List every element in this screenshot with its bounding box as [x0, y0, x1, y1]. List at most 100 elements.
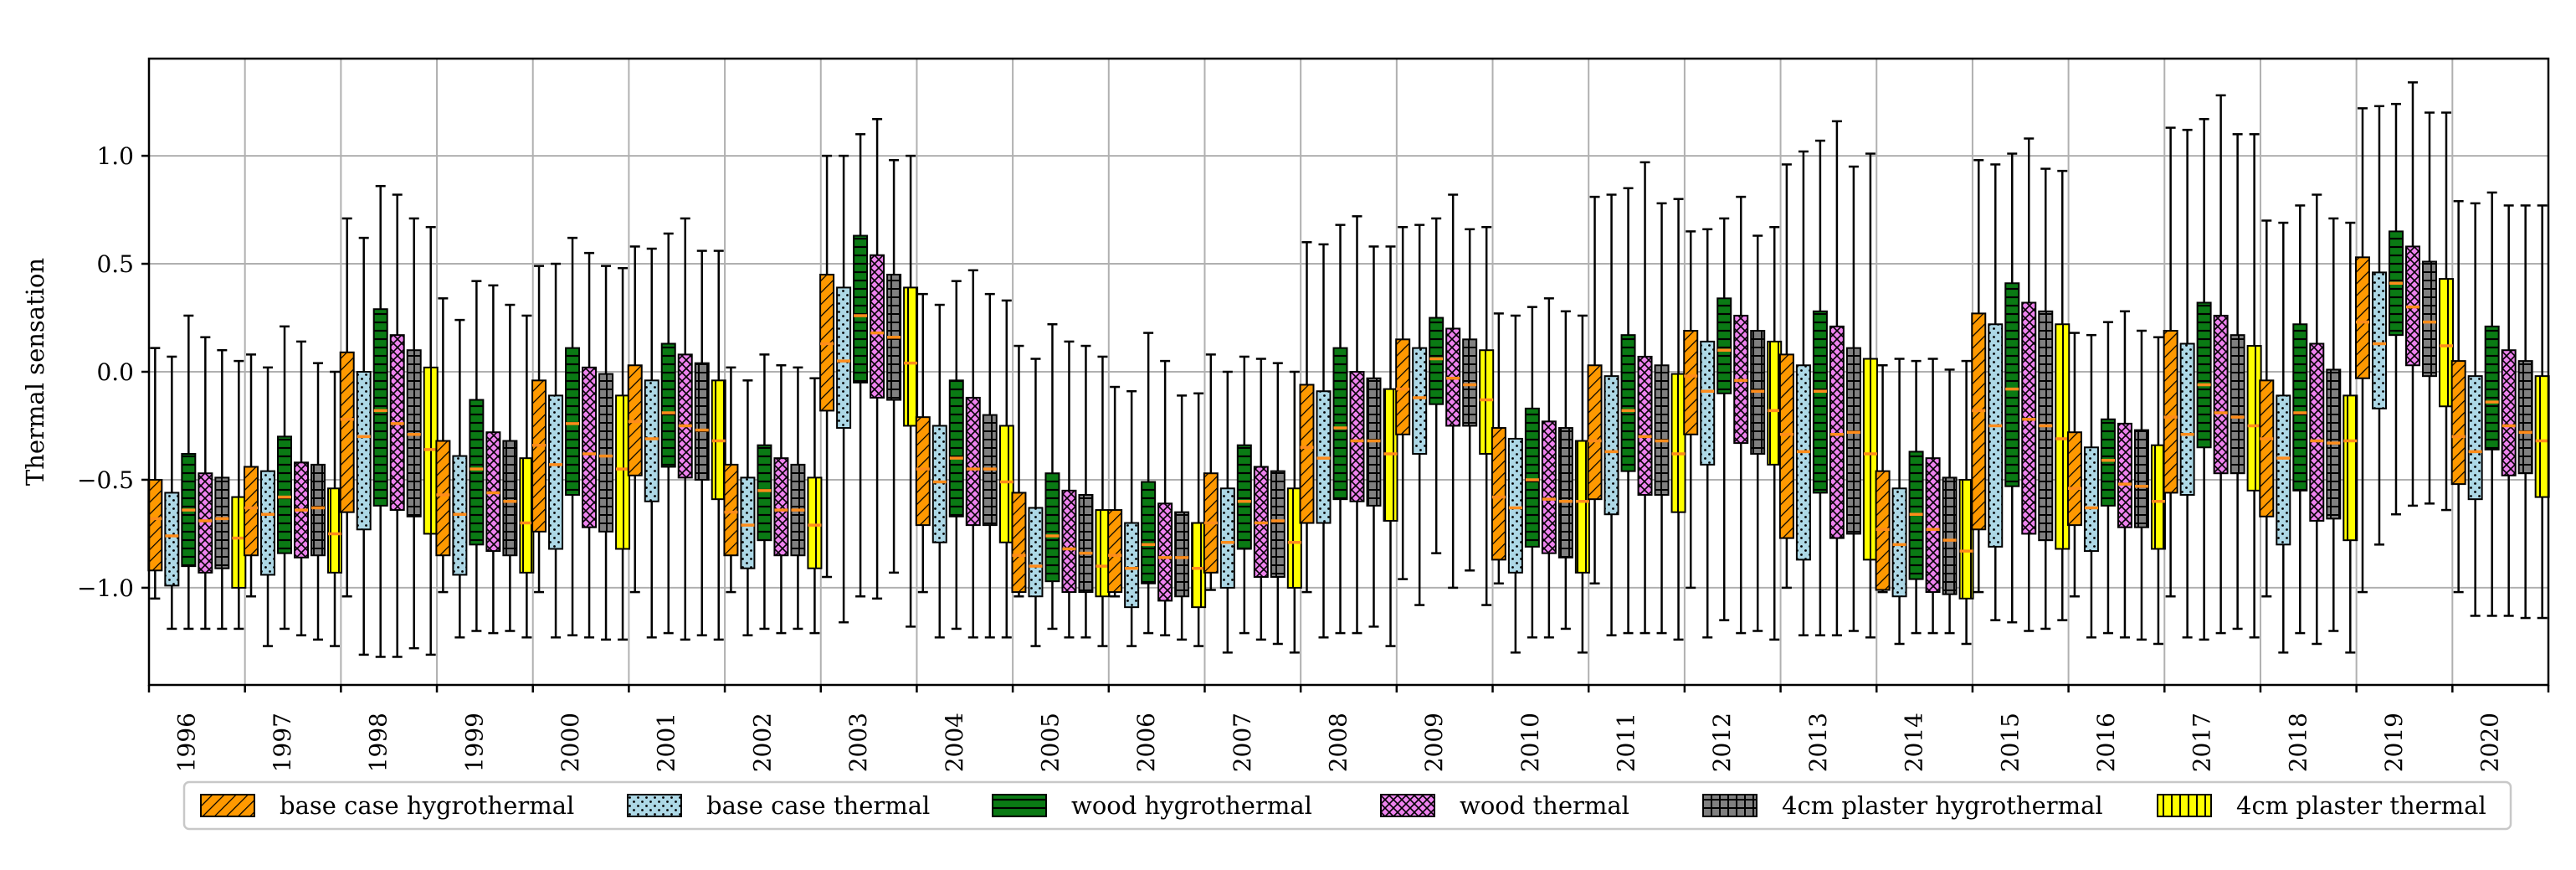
- box-4cm-plaster-thermal-2012: [1767, 340, 1783, 466]
- box-base-case-thermal-2005: [1028, 507, 1044, 598]
- box-wood-thermal-2006: [1157, 502, 1173, 602]
- box-group-2002: [723, 353, 823, 636]
- box-wood-hygrothermal-2003: [853, 234, 869, 384]
- box-4cm-plaster-thermal-2018: [2343, 394, 2358, 542]
- box-group-2013: [1778, 120, 1878, 639]
- box-4cm-plaster-hygrothermal-2014: [1942, 476, 1958, 595]
- box-base-case-thermal-2007: [1219, 487, 1235, 589]
- box-wood-hygrothermal-2010: [1524, 407, 1540, 548]
- box-4cm-plaster-hygrothermal-2010: [1557, 427, 1573, 559]
- box-group-1998: [339, 184, 439, 658]
- box-wood-thermal-2000: [582, 366, 598, 528]
- box-group-2005: [1011, 323, 1111, 647]
- box-wood-thermal-2014: [1925, 457, 1941, 594]
- box-base-case-thermal-2019: [2371, 271, 2387, 409]
- box-wood-hygrothermal-2013: [1812, 310, 1828, 494]
- box-base-case-thermal-2003: [836, 286, 852, 430]
- box-base-case-thermal-1996: [164, 492, 180, 587]
- legend-swatch: [200, 794, 255, 817]
- box-4cm-plaster-thermal-2016: [2150, 444, 2166, 550]
- box-4cm-plaster-hygrothermal-1996: [214, 476, 230, 569]
- box-4cm-plaster-thermal-2020: [2534, 375, 2550, 498]
- box-base-case-hygrothermal-2009: [1395, 338, 1411, 435]
- box-base-case-thermal-2014: [1891, 487, 1907, 598]
- box-4cm-plaster-hygrothermal-2017: [2230, 334, 2245, 475]
- box-wood-hygrothermal-1998: [372, 308, 388, 507]
- box-4cm-plaster-thermal-2006: [1191, 522, 1207, 609]
- x-tick-label-2002: 2002: [748, 713, 776, 772]
- box-wood-thermal-2003: [870, 254, 885, 399]
- box-wood-hygrothermal-2001: [660, 342, 676, 468]
- x-tick-label-1998: 1998: [365, 713, 393, 772]
- box-4cm-plaster-thermal-2015: [2055, 323, 2071, 550]
- x-tick-label-1999: 1999: [460, 713, 488, 772]
- x-tick-label-2020: 2020: [2476, 713, 2504, 772]
- box-wood-thermal-2013: [1829, 325, 1845, 539]
- box-4cm-plaster-hygrothermal-2016: [2133, 429, 2149, 528]
- legend-swatch: [627, 794, 682, 817]
- box-4cm-plaster-thermal-2010: [1574, 440, 1590, 574]
- legend-swatch: [1702, 794, 1758, 817]
- legend-entry-4cm-plaster-hygrothermal: 4cm plaster hygrothermal: [1702, 791, 2103, 820]
- box-group-2009: [1395, 193, 1495, 606]
- box-group-2003: [819, 117, 919, 628]
- box-group-2015: [1971, 137, 2071, 632]
- x-tick-label-2007: 2007: [1229, 713, 1256, 772]
- legend-entry-wood-hygrothermal: wood hygrothermal: [992, 791, 1312, 820]
- box-wood-thermal-2017: [2213, 314, 2229, 475]
- box-base-case-hygrothermal-2011: [1587, 364, 1603, 501]
- box-base-case-thermal-2002: [740, 476, 756, 569]
- box-group-2007: [1203, 353, 1302, 654]
- box-wood-hygrothermal-2009: [1429, 317, 1445, 405]
- box-wood-hygrothermal-2015: [2004, 282, 2020, 487]
- x-tick-label-2013: 2013: [1804, 713, 1832, 772]
- box-base-case-thermal-2010: [1507, 437, 1523, 574]
- x-tick-label-2016: 2016: [2092, 713, 2120, 772]
- box-base-case-thermal-2001: [644, 379, 659, 502]
- box-base-case-hygrothermal-2012: [1683, 329, 1699, 435]
- box-base-case-thermal-2012: [1700, 340, 1716, 466]
- x-tick-label-2011: 2011: [1613, 713, 1640, 772]
- legend-entry-base-case-thermal: base case thermal: [627, 791, 930, 820]
- box-wood-thermal-2011: [1637, 355, 1653, 497]
- box-4cm-plaster-hygrothermal-2000: [598, 373, 614, 533]
- box-wood-thermal-2018: [2309, 342, 2325, 522]
- box-base-case-hygrothermal-2015: [1971, 312, 1987, 531]
- box-4cm-plaster-hygrothermal-2020: [2517, 360, 2533, 475]
- box-group-1997: [244, 325, 343, 647]
- box-wood-hygrothermal-1997: [277, 435, 293, 554]
- box-4cm-plaster-thermal-1997: [327, 487, 343, 574]
- box-group-1996: [147, 314, 247, 631]
- box-4cm-plaster-hygrothermal-2007: [1270, 470, 1285, 579]
- box-group-2010: [1491, 297, 1590, 654]
- box-group-2000: [531, 236, 631, 641]
- box-base-case-hygrothermal-2008: [1299, 384, 1315, 524]
- box-wood-hygrothermal-2018: [2292, 323, 2308, 492]
- x-tick-label-2003: 2003: [844, 713, 872, 772]
- box-4cm-plaster-hygrothermal-2001: [694, 362, 710, 481]
- legend-swatch: [1380, 794, 1435, 817]
- legend-label: 4cm plaster thermal: [2236, 791, 2486, 820]
- box-wood-hygrothermal-2000: [565, 347, 581, 497]
- x-tick-label-2010: 2010: [1516, 713, 1544, 772]
- box-group-2016: [2066, 310, 2166, 646]
- box-4cm-plaster-hygrothermal-2013: [1845, 347, 1861, 535]
- x-tick-label-2001: 2001: [653, 713, 680, 772]
- box-4cm-plaster-thermal-2003: [903, 286, 919, 427]
- y-tick-label: 0.5: [96, 250, 134, 278]
- axes: −1.0 −0.5 0.0 0.5 1.0 1996 1997 1998 1999 2000 200…: [77, 142, 2550, 772]
- box-group-2018: [2259, 193, 2358, 654]
- box-wood-hygrothermal-2007: [1236, 444, 1252, 550]
- x-tick-label-1996: 1996: [172, 713, 200, 772]
- box-4cm-plaster-thermal-2019: [2438, 278, 2454, 408]
- box-group-2012: [1683, 195, 1783, 641]
- y-tick-label: −0.5: [77, 466, 134, 494]
- box-4cm-plaster-hygrothermal-2009: [1462, 338, 1478, 427]
- y-tick-label: 1.0: [96, 142, 134, 170]
- box-base-case-hygrothermal-2018: [2259, 379, 2275, 517]
- box-wood-thermal-2004: [965, 396, 981, 527]
- box-wood-hygrothermal-2020: [2484, 325, 2500, 450]
- box-groups: [147, 81, 2550, 658]
- x-tick-label-2009: 2009: [1420, 713, 1448, 772]
